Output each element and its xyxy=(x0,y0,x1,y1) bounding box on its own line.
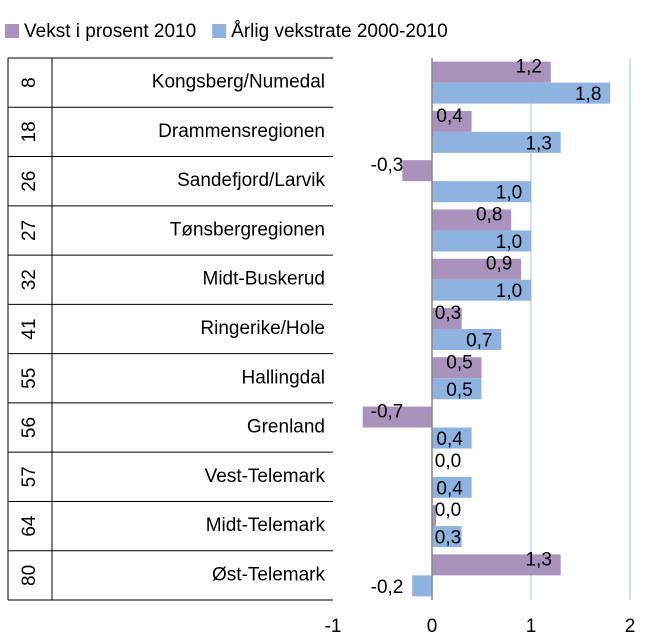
legend-label: Vekst i prosent 2010 xyxy=(24,21,196,42)
legend-swatch xyxy=(212,24,227,38)
data-label: 1,0 xyxy=(496,281,522,302)
data-label: 0,7 xyxy=(466,331,492,352)
data-label: 0,4 xyxy=(436,429,463,450)
bar xyxy=(432,308,462,329)
category-code: 80 xyxy=(19,565,40,586)
category-label: Øst-Telemark xyxy=(212,564,325,585)
bar xyxy=(432,427,472,449)
category-label: Midt-Buskerud xyxy=(203,269,326,290)
category-label: Drammensregionen xyxy=(158,121,325,142)
bar xyxy=(362,406,432,428)
x-tick-label: 2 xyxy=(625,616,636,637)
bar xyxy=(432,505,436,527)
data-label: 1,0 xyxy=(496,183,522,204)
data-label: 0,4 xyxy=(436,106,463,127)
category-code: 64 xyxy=(19,515,40,537)
data-label: -0,3 xyxy=(371,155,404,176)
category-label: Sandefjord/Larvik xyxy=(177,170,325,191)
category-label: Tønsbergregionen xyxy=(170,219,325,240)
bar xyxy=(432,209,512,231)
legend-label: Årlig vekstrate 2000-2010 xyxy=(231,21,448,42)
data-label: 0,9 xyxy=(486,254,512,275)
data-label: 0,4 xyxy=(436,478,463,499)
data-label: 0,0 xyxy=(435,451,461,472)
category-code: 8 xyxy=(19,77,40,88)
category-code: 26 xyxy=(19,171,40,192)
category-label: Hallingdal xyxy=(242,367,325,388)
bar xyxy=(432,258,522,280)
bar xyxy=(432,554,561,576)
category-label: Ringerike/Hole xyxy=(200,318,325,339)
bar xyxy=(432,61,551,83)
category-code: 32 xyxy=(19,269,40,290)
category-label: Midt-Telemark xyxy=(206,515,326,536)
category-code: 41 xyxy=(19,318,40,339)
bar xyxy=(432,476,472,498)
category-code: 27 xyxy=(19,220,40,241)
category-label: Kongsberg/Numedal xyxy=(152,72,325,93)
data-label: 0,8 xyxy=(476,204,502,225)
data-label: 1,3 xyxy=(525,549,551,570)
data-label: 1,8 xyxy=(575,84,601,105)
x-tick-label: -1 xyxy=(325,616,342,637)
data-label: -0,2 xyxy=(371,577,404,598)
data-label: 1,2 xyxy=(516,57,542,78)
data-label: 1,0 xyxy=(496,232,522,253)
category-label: Vest-Telemark xyxy=(205,466,326,487)
category-code: 55 xyxy=(19,368,40,389)
data-label: 1,3 xyxy=(525,133,551,154)
bar xyxy=(432,279,531,301)
bar xyxy=(432,230,531,252)
category-code: 56 xyxy=(19,417,40,438)
category-code: 57 xyxy=(19,466,40,487)
bar xyxy=(432,181,531,203)
data-label: 0,5 xyxy=(446,352,472,373)
data-label: 0,3 xyxy=(435,528,461,549)
bar xyxy=(432,131,561,153)
bar xyxy=(432,378,482,400)
legend-swatch xyxy=(5,24,19,38)
data-label: 0,5 xyxy=(446,380,472,401)
data-label: -0,7 xyxy=(371,402,404,423)
data-label: 0,3 xyxy=(435,303,461,324)
bar xyxy=(402,160,432,182)
bar xyxy=(412,575,432,597)
bar xyxy=(432,357,482,379)
category-code: 18 xyxy=(19,121,40,142)
bar xyxy=(432,82,611,104)
category-label: Grenland xyxy=(247,417,325,438)
bar xyxy=(432,110,472,132)
data-label: 0,0 xyxy=(435,500,461,521)
x-tick-label: 1 xyxy=(526,616,537,637)
bar xyxy=(432,329,502,350)
bar xyxy=(432,526,462,548)
x-tick-label: 0 xyxy=(427,616,438,637)
